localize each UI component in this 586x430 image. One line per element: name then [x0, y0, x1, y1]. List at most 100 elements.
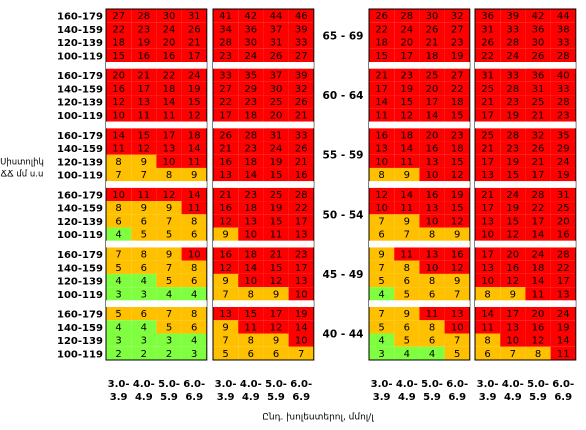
heatmap-cell: [525, 320, 551, 334]
heatmap-cell: [444, 214, 470, 228]
row-label: 160-179: [57, 12, 103, 23]
cell-value: 7: [166, 263, 172, 274]
cell-value: 22: [532, 203, 545, 214]
cell-value: 16: [137, 51, 150, 62]
cell-value: 26: [188, 24, 201, 35]
cell-value: 15: [451, 203, 464, 214]
heatmap-cell: [525, 346, 551, 360]
cell-value: 33: [506, 24, 519, 35]
cell-value: 24: [532, 250, 545, 261]
cell-value: 20: [426, 130, 439, 141]
heatmap-cell: [500, 273, 526, 288]
cell-value: 25: [481, 84, 494, 95]
heatmap-cell: [419, 287, 445, 301]
cell-value: 11: [481, 322, 494, 333]
heatmap-cell: [288, 35, 314, 49]
cell-value: 17: [481, 250, 494, 261]
heatmap-cell: [213, 227, 239, 241]
cell-value: 33: [219, 71, 232, 82]
cell-value: 14: [188, 190, 201, 201]
heatmap-cell: [419, 333, 445, 347]
heatmap-cell: [500, 141, 526, 155]
cell-value: 5: [454, 349, 460, 360]
cell-value: 20: [270, 110, 283, 121]
heatmap-cell: [131, 307, 157, 321]
panel-2: 41 42 44 46 34 36 37 39 28 30 31 33 23 24 26 27 33 35 37 39…: [212, 8, 315, 361]
heatmap-cell: [106, 187, 132, 202]
column-label: 3.0-: [215, 379, 237, 390]
cell-value: 4: [115, 230, 121, 241]
heatmap-cell: [550, 214, 576, 228]
heatmap-cell: [475, 141, 501, 155]
heatmap-cell: [263, 320, 289, 334]
cell-value: 9: [404, 216, 410, 227]
cell-value: 9: [222, 276, 228, 287]
cell-value: 15: [270, 263, 283, 274]
cell-value: 11: [137, 190, 150, 201]
cell-value: 22: [295, 203, 308, 214]
heatmap-cell: [263, 167, 289, 182]
column-label: 6.9: [185, 392, 203, 403]
heatmap-cell: [369, 128, 395, 142]
heatmap-cell: [525, 273, 551, 288]
cell-value: 10: [188, 250, 201, 261]
heatmap-cell: [156, 68, 182, 82]
cell-value: 18: [188, 130, 201, 141]
column-label: 5.9: [423, 392, 441, 403]
cell-value: 18: [451, 144, 464, 155]
heatmap-cell: [475, 95, 501, 109]
cell-value: 44: [270, 11, 283, 22]
heatmap-cell: [288, 68, 314, 82]
cell-value: 11: [137, 110, 150, 121]
heatmap-cell: [525, 95, 551, 109]
cell-value: 25: [557, 203, 570, 214]
heatmap-cell: [106, 214, 132, 228]
cell-value: 18: [451, 97, 464, 108]
cell-value: 27: [219, 84, 232, 95]
heatmap-cell: [419, 81, 445, 96]
heatmap-cell: [181, 108, 207, 122]
heatmap-cell: [288, 346, 314, 360]
heatmap-cell: [213, 154, 239, 168]
heatmap-cell: [394, 307, 420, 321]
column-label: 4.0-: [502, 379, 524, 390]
heatmap-cell: [156, 307, 182, 321]
heatmap-cell: [106, 95, 132, 109]
column-label: 5.9: [529, 392, 547, 403]
heatmap-cell: [288, 320, 314, 334]
cell-value: 7: [115, 250, 121, 261]
cell-value: 6: [191, 276, 197, 287]
cell-value: 23: [244, 144, 257, 155]
cell-value: 5: [166, 230, 172, 241]
heatmap-cell: [394, 22, 420, 36]
heatmap-cell: [181, 287, 207, 301]
heatmap-cell: [369, 48, 395, 62]
heatmap-cell: [131, 227, 157, 241]
cell-value: 15: [270, 216, 283, 227]
cell-value: 10: [426, 170, 439, 181]
cell-value: 7: [222, 289, 228, 300]
heatmap-cell: [263, 9, 289, 23]
heatmap-cell: [419, 227, 445, 241]
heatmap-cell: [156, 333, 182, 347]
row-label: 160-179: [57, 190, 103, 201]
heatmap-cell: [475, 154, 501, 168]
column-label: 5.0-: [527, 379, 549, 390]
cell-value: 4: [141, 276, 147, 287]
heatmap-cell: [131, 214, 157, 228]
heatmap-cell: [181, 22, 207, 36]
heatmap-cell: [444, 333, 470, 347]
heatmap-cell: [288, 247, 314, 261]
cell-value: 11: [375, 110, 388, 121]
cell-value: 46: [295, 11, 308, 22]
column-label: 4.9: [504, 392, 522, 403]
heatmap-cell: [369, 201, 395, 215]
heatmap-cell: [106, 260, 132, 274]
cell-value: 8: [115, 203, 121, 214]
cell-value: 25: [481, 130, 494, 141]
cell-value: 26: [295, 144, 308, 155]
heatmap-cell: [500, 214, 526, 228]
heatmap-cell: [525, 35, 551, 49]
cell-value: 16: [506, 263, 519, 274]
cell-value: 14: [400, 190, 413, 201]
